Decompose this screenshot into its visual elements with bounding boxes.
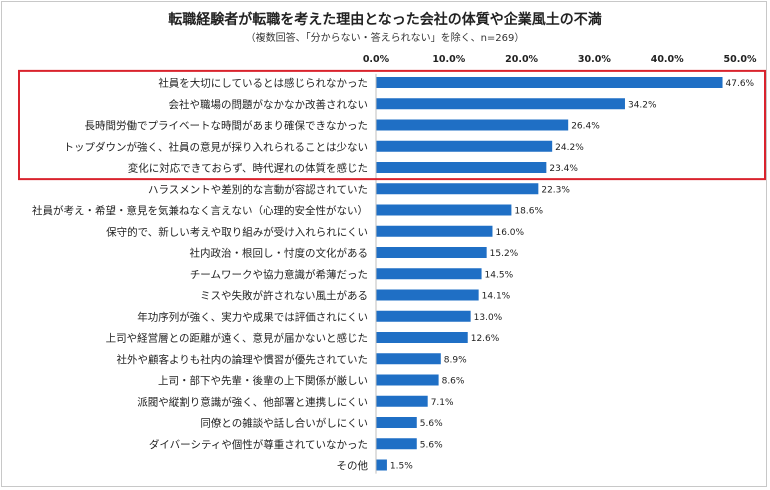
category-label: 会社や職場の問題がなかなか改善されない xyxy=(169,98,369,111)
x-tick-label: 50.0% xyxy=(724,54,757,65)
value-label: 8.9% xyxy=(444,355,467,365)
x-tick-label: 40.0% xyxy=(651,54,684,65)
bar xyxy=(376,438,417,450)
category-label: 派閥や縦割り意識が強く、他部署と連携しにくい xyxy=(137,395,368,408)
bar xyxy=(376,395,428,407)
category-label: 社内政治・根回し・忖度の文化がある xyxy=(190,247,369,260)
category-label: その他 xyxy=(337,459,369,472)
chart-title: 転職経験者が転職を考えた理由となった会社の体質や企業風土の不満 xyxy=(168,12,602,28)
category-label: 上司や経営層との距離が遠く、意見が届かないと感じた xyxy=(106,332,368,345)
x-tick-label: 10.0% xyxy=(432,54,465,65)
bar xyxy=(376,417,417,428)
bar xyxy=(376,204,512,216)
category-label: 年功序列が強く、実力や成果では評価されにくい xyxy=(137,310,368,323)
category-label: 保守的で、新しい考えや取り組みが受け入れられにくい xyxy=(106,225,368,238)
value-label: 1.5% xyxy=(390,462,413,472)
category-label: ミスや失敗が許されない風土がある xyxy=(200,289,368,302)
bar xyxy=(376,374,439,386)
value-label: 5.6% xyxy=(420,440,443,450)
category-label: 社外や顧客よりも社内の論理や慣習が優先されていた xyxy=(117,353,368,366)
value-label: 8.6% xyxy=(442,377,465,387)
category-label: 長時間労働でプライベートな時間があまり確保できなかった xyxy=(85,119,369,132)
value-label: 12.6% xyxy=(471,334,500,344)
category-label: ダイバーシティや個性が尊重されていなかった xyxy=(149,438,368,451)
value-label: 5.6% xyxy=(420,419,443,429)
bar xyxy=(376,119,569,131)
chart-subtitle: （複数回答、「分からない・答えられない」を除く、n=269） xyxy=(245,33,525,44)
bar xyxy=(376,140,553,152)
value-label: 14.1% xyxy=(482,292,511,302)
bar xyxy=(376,77,723,88)
category-label: 社員を大切にしているとは感じられなかった xyxy=(158,77,368,90)
bar xyxy=(376,459,387,471)
bar xyxy=(376,183,539,195)
category-label: ハラスメントや差別的な言動が容認されていた xyxy=(148,183,368,196)
bar xyxy=(376,98,625,110)
category-label: 社員が考え・希望・意見を気兼ねなく言えない（心理的安全性がない） xyxy=(32,204,368,217)
x-tick-label: 20.0% xyxy=(505,54,538,65)
bar xyxy=(376,225,493,237)
bar xyxy=(376,310,471,322)
x-tick-label: 30.0% xyxy=(578,54,611,65)
bar xyxy=(376,162,547,173)
value-label: 47.6% xyxy=(726,79,755,89)
bar xyxy=(376,289,479,301)
value-label: 23.4% xyxy=(549,164,578,174)
value-label: 16.0% xyxy=(495,228,524,238)
category-label: 上司・部下や先輩・後輩の上下関係が厳しい xyxy=(158,374,368,387)
x-tick-label: 0.0% xyxy=(363,54,390,65)
value-label: 13.0% xyxy=(474,313,503,323)
value-label: 34.2% xyxy=(628,100,657,110)
category-label: 変化に対応できておらず、時代遅れの体質を感じた xyxy=(128,162,368,175)
category-label: 同僚との雑談や話し合いがしにくい xyxy=(200,417,368,430)
value-label: 24.2% xyxy=(555,143,584,153)
value-label: 26.4% xyxy=(571,122,600,132)
category-label: トップダウンが強く、社員の意見が採り入れられることは少ない xyxy=(64,140,369,153)
value-label: 14.5% xyxy=(485,270,514,280)
value-label: 22.3% xyxy=(541,185,570,195)
category-label: チームワークや協力意識が希薄だった xyxy=(190,268,368,281)
bar xyxy=(376,247,487,258)
value-label: 7.1% xyxy=(431,398,454,408)
bar xyxy=(376,353,441,365)
value-label: 15.2% xyxy=(490,249,519,259)
highlight-box xyxy=(18,69,766,181)
value-label: 18.6% xyxy=(514,207,543,217)
bar xyxy=(376,332,468,343)
bar xyxy=(376,268,482,280)
